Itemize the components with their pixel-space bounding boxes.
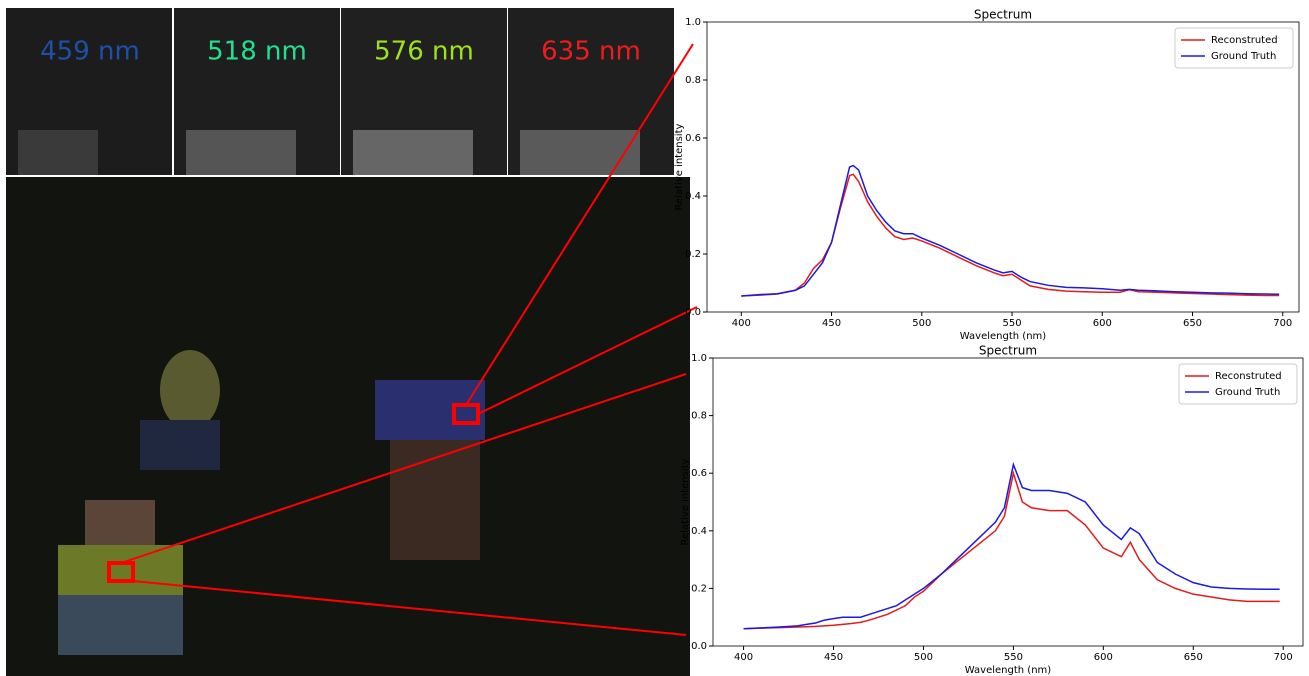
chart-title: Spectrum — [979, 344, 1037, 358]
tile-object — [18, 130, 98, 175]
x-tick-label: 600 — [1094, 652, 1113, 663]
y-axis-label: Relative intensity — [674, 123, 685, 210]
legend-label: Ground Truth — [1211, 51, 1276, 62]
band-label: 635 nm — [541, 37, 641, 67]
y-tick-label: 1.0 — [685, 17, 701, 28]
series-line — [741, 174, 1279, 296]
x-axis-label: Wavelength (nm) — [960, 331, 1046, 342]
legend-label: Ground Truth — [1215, 387, 1280, 398]
figure — [160, 350, 220, 430]
y-tick-label: 0.8 — [691, 411, 707, 422]
tile-object — [353, 130, 473, 175]
figure: 459 nm 518 nm 576 nm 635 nm Spectrum Wave… — [0, 0, 1309, 676]
tile-object — [186, 130, 296, 175]
series-line — [741, 166, 1279, 296]
series-line — [744, 465, 1280, 629]
brick — [58, 595, 183, 655]
y-tick-label: 0.8 — [685, 75, 701, 86]
series-line — [744, 473, 1280, 629]
band-label: 459 nm — [40, 37, 140, 67]
x-tick-label: 500 — [914, 652, 933, 663]
blue-brick — [375, 380, 485, 440]
band-label: 576 nm — [374, 37, 474, 67]
figure-base — [140, 420, 220, 470]
green-brick — [58, 545, 183, 595]
brick — [85, 500, 155, 545]
y-axis-label: Relative intensity — [680, 458, 691, 545]
photo-strip: 459 nm 518 nm 576 nm 635 nm — [6, 8, 674, 175]
y-tick-label: 0.6 — [691, 468, 707, 479]
legend-box — [1175, 28, 1293, 68]
x-tick-label: 650 — [1184, 652, 1203, 663]
x-tick-label: 400 — [732, 318, 751, 329]
x-tick-label: 550 — [1004, 652, 1023, 663]
y-tick-label: 0.2 — [685, 249, 701, 260]
legend-label: Reconstruted — [1211, 35, 1278, 46]
x-tick-label: 500 — [912, 318, 931, 329]
y-tick-label: 0.4 — [685, 191, 701, 202]
tile-object — [520, 130, 640, 175]
legend-label: Reconstruted — [1215, 371, 1282, 382]
band-label: 518 nm — [207, 37, 307, 67]
y-tick-label: 0.2 — [691, 583, 707, 594]
x-tick-label: 550 — [1002, 318, 1021, 329]
x-tick-label: 400 — [734, 652, 753, 663]
x-tick-label: 700 — [1273, 318, 1292, 329]
y-tick-label: 0.6 — [685, 133, 701, 144]
chart-title: Spectrum — [974, 8, 1032, 22]
y-tick-label: 0.0 — [691, 641, 707, 652]
legend-box — [1179, 364, 1297, 404]
x-axis-label: Wavelength (nm) — [965, 665, 1051, 676]
x-tick-label: 700 — [1274, 652, 1293, 663]
y-tick-label: 1.0 — [691, 353, 707, 364]
x-tick-label: 650 — [1183, 318, 1202, 329]
x-tick-label: 450 — [822, 318, 841, 329]
y-tick-label: 0.0 — [685, 307, 701, 318]
x-tick-label: 450 — [824, 652, 843, 663]
y-tick-label: 0.4 — [691, 526, 707, 537]
x-tick-label: 600 — [1093, 318, 1112, 329]
